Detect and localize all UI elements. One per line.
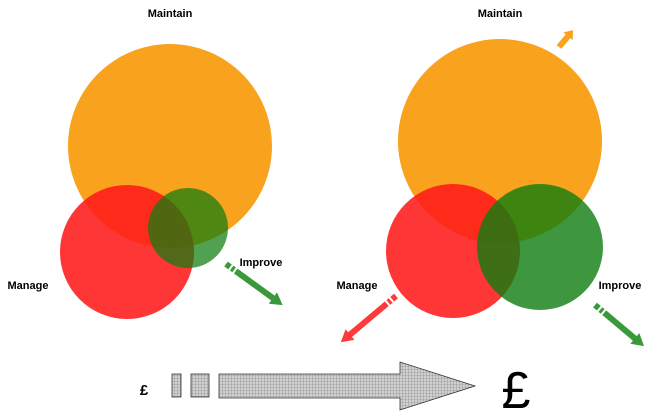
arrow xyxy=(224,261,283,306)
improve-circle xyxy=(148,188,228,268)
improve-circle xyxy=(477,184,603,310)
pound-large: £ xyxy=(502,362,531,412)
label: Manage xyxy=(337,280,378,292)
big-arrow xyxy=(218,361,477,411)
left-venn: Maintain Manage Improve xyxy=(8,8,283,319)
block xyxy=(171,373,182,398)
label: Maintain xyxy=(148,8,193,20)
arrow xyxy=(556,30,574,49)
pound-small: £ xyxy=(140,382,149,399)
label: Improve xyxy=(240,257,283,269)
arrow xyxy=(340,293,398,343)
label: Maintain xyxy=(478,8,523,20)
arrow xyxy=(593,302,645,347)
label: Improve xyxy=(599,280,642,292)
right-venn: Maintain Manage Improve xyxy=(337,8,645,347)
block xyxy=(190,373,210,398)
label: Manage xyxy=(8,280,49,292)
cost-scale: £ £ xyxy=(140,361,531,412)
